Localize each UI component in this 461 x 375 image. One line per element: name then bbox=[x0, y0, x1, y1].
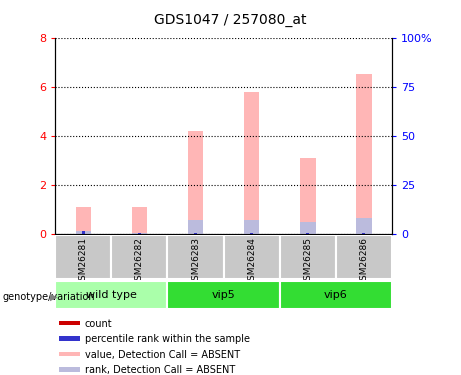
Bar bbox=[59, 321, 80, 326]
Bar bbox=[76, 231, 91, 234]
Text: value, Detection Call = ABSENT: value, Detection Call = ABSENT bbox=[85, 350, 240, 360]
Bar bbox=[300, 222, 316, 234]
Bar bbox=[82, 231, 85, 234]
Bar bbox=[82, 232, 85, 234]
Bar bbox=[336, 235, 392, 279]
Bar bbox=[188, 220, 203, 234]
Bar bbox=[55, 235, 112, 279]
Bar bbox=[76, 207, 91, 234]
Bar bbox=[59, 351, 80, 356]
Text: percentile rank within the sample: percentile rank within the sample bbox=[85, 334, 250, 344]
Bar bbox=[138, 233, 141, 234]
Bar bbox=[306, 233, 309, 234]
Text: GSM26283: GSM26283 bbox=[191, 237, 200, 286]
Bar bbox=[244, 92, 260, 234]
Bar bbox=[131, 207, 148, 234]
Text: GSM26281: GSM26281 bbox=[79, 237, 88, 286]
Bar bbox=[55, 281, 167, 309]
Text: vip6: vip6 bbox=[324, 290, 348, 300]
Text: GDS1047 / 257080_at: GDS1047 / 257080_at bbox=[154, 13, 307, 27]
Bar bbox=[131, 232, 148, 234]
Bar bbox=[300, 158, 316, 234]
Bar bbox=[138, 233, 141, 234]
Bar bbox=[224, 235, 280, 279]
Bar bbox=[167, 235, 224, 279]
Bar bbox=[356, 74, 372, 234]
Text: rank, Detection Call = ABSENT: rank, Detection Call = ABSENT bbox=[85, 365, 235, 375]
Text: GSM26286: GSM26286 bbox=[359, 237, 368, 286]
Bar bbox=[250, 233, 253, 234]
Bar bbox=[167, 281, 280, 309]
Text: GSM26285: GSM26285 bbox=[303, 237, 312, 286]
Bar bbox=[194, 233, 197, 234]
Bar bbox=[188, 131, 203, 234]
Bar bbox=[112, 235, 167, 279]
Bar bbox=[356, 217, 372, 234]
Bar bbox=[362, 233, 366, 234]
Text: GSM26282: GSM26282 bbox=[135, 237, 144, 286]
Bar bbox=[194, 233, 197, 234]
Text: GSM26284: GSM26284 bbox=[247, 237, 256, 286]
Bar bbox=[59, 367, 80, 372]
Text: wild type: wild type bbox=[86, 290, 137, 300]
Bar bbox=[59, 336, 80, 341]
Bar bbox=[244, 220, 260, 234]
Text: genotype/variation: genotype/variation bbox=[2, 292, 95, 302]
Bar bbox=[280, 281, 392, 309]
Text: ▶: ▶ bbox=[50, 292, 57, 302]
Text: vip5: vip5 bbox=[212, 290, 236, 300]
Bar bbox=[306, 233, 309, 234]
Bar bbox=[362, 233, 366, 234]
Bar bbox=[250, 233, 253, 234]
Text: count: count bbox=[85, 319, 112, 328]
Bar bbox=[280, 235, 336, 279]
